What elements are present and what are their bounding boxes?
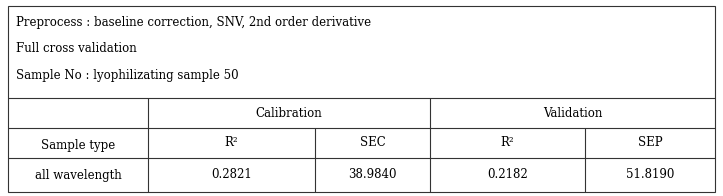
Text: Calibration: Calibration xyxy=(256,106,322,120)
Text: 0.2821: 0.2821 xyxy=(211,169,252,181)
Text: R²: R² xyxy=(225,136,239,150)
Text: all wavelength: all wavelength xyxy=(35,169,121,181)
Text: 0.2182: 0.2182 xyxy=(487,169,528,181)
Text: Sample type: Sample type xyxy=(41,139,115,152)
Text: Preprocess : baseline correction, SNV, 2nd order derivative: Preprocess : baseline correction, SNV, 2… xyxy=(16,16,371,29)
Text: R²: R² xyxy=(501,136,514,150)
Text: 38.9840: 38.9840 xyxy=(348,169,397,181)
Text: 51.8190: 51.8190 xyxy=(626,169,674,181)
Text: Sample No : lyophilizating sample 50: Sample No : lyophilizating sample 50 xyxy=(16,69,239,82)
Text: Full cross validation: Full cross validation xyxy=(16,42,137,55)
Text: Validation: Validation xyxy=(543,106,602,120)
Text: SEC: SEC xyxy=(359,136,385,150)
Text: SEP: SEP xyxy=(638,136,662,150)
